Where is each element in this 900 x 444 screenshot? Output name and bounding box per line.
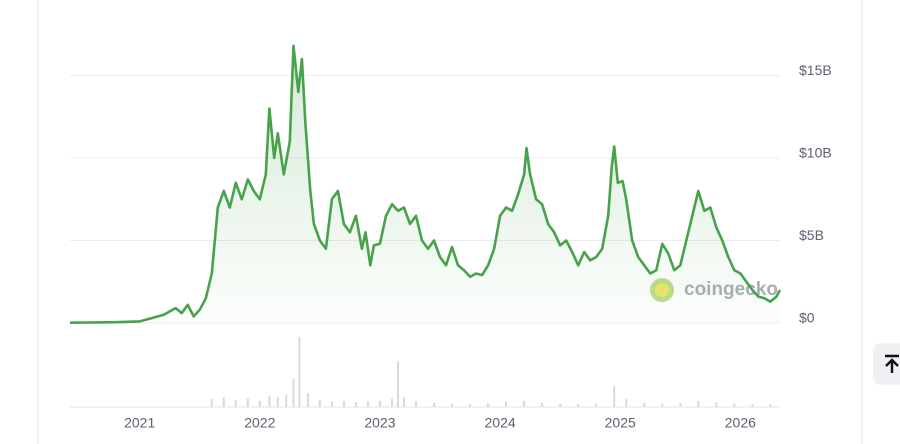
volume-bar: [625, 398, 628, 407]
volume-bar: [354, 402, 357, 407]
volume-bar: [268, 395, 271, 407]
y-tick-label: $15B: [799, 62, 832, 78]
volume-bar: [595, 403, 598, 407]
volume-bar: [234, 400, 237, 407]
volume-bar: [396, 361, 399, 407]
y-tick-label: $5B: [799, 227, 824, 243]
x-tick-label: 2024: [485, 415, 516, 431]
icon: [885, 354, 899, 373]
volume-bar: [433, 402, 436, 407]
volume-bar: [210, 398, 213, 407]
logo: [655, 283, 669, 297]
volume-bar: [246, 398, 249, 407]
volume-bar: [298, 337, 301, 407]
volume-bar: [643, 402, 646, 407]
volume-bar: [559, 403, 562, 407]
volume-bar: [661, 403, 664, 407]
volume-bar: [258, 400, 261, 407]
volume-bar: [378, 400, 381, 407]
volume-bar: [733, 403, 736, 407]
scroll-top-button[interactable]: [873, 343, 900, 385]
volume-bar: [318, 400, 321, 407]
volume-bar: [276, 397, 279, 407]
volume-bar: [342, 400, 345, 407]
watermark-text: coingecko: [684, 279, 778, 300]
x-tick-label: 2022: [244, 415, 275, 431]
volume-bar: [751, 404, 754, 407]
volume-bar: [292, 379, 295, 407]
x-tick-label: 2021: [124, 415, 155, 431]
volume-bar: [451, 403, 454, 407]
volume-bar: [285, 394, 288, 407]
volume-bar: [222, 397, 225, 407]
volume-bar: [715, 402, 718, 407]
y-tick-label: $10B: [799, 145, 832, 161]
volume-bar: [469, 404, 472, 407]
area: [70, 45, 780, 324]
volume-bar: [402, 397, 405, 407]
volume-bar: [769, 404, 772, 407]
volume-bar: [613, 386, 616, 407]
volume-bar: [306, 393, 309, 407]
volume-bar: [577, 404, 580, 407]
watermark: coingecko: [650, 278, 778, 302]
x-tick-label: 2026: [725, 415, 756, 431]
x-tick-label: 2023: [364, 415, 395, 431]
volume-bar: [523, 400, 526, 407]
volume-bar: [414, 401, 417, 407]
y-tick-label: $0: [799, 310, 815, 326]
x-tick-label: 2025: [605, 415, 636, 431]
volume-bar: [697, 400, 700, 407]
volume-bar: [505, 401, 508, 407]
volume-bar: [330, 401, 333, 407]
volume-bar: [541, 402, 544, 407]
volume-bar: [487, 403, 490, 407]
line: [69, 44, 782, 324]
volume-bar: [679, 402, 682, 407]
volume-bar: [366, 401, 369, 407]
volume-bar: [390, 398, 393, 407]
arrow-icon: [885, 354, 899, 373]
